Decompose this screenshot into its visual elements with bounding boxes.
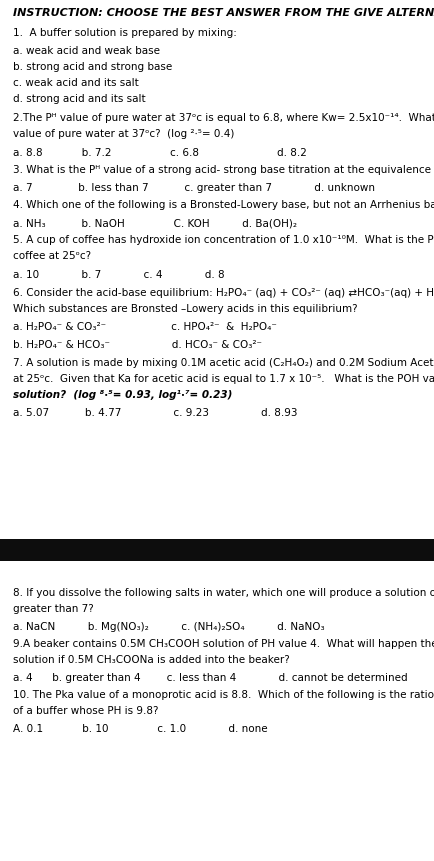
Text: 6. Consider the acid-base equilibrium: H₂PO₄⁻ (aq) + CO₃²⁻ (aq) ⇄HCO₃⁻(aq) + HPO: 6. Consider the acid-base equilibrium: H… xyxy=(13,288,434,298)
Text: at 25ᵒc.  Given that Ka for acetic acid is equal to 1.7 x 10⁻⁵.   What is the PO: at 25ᵒc. Given that Ka for acetic acid i… xyxy=(13,374,434,383)
Text: a. 4      b. greater than 4        c. less than 4             d. cannot be deter: a. 4 b. greater than 4 c. less than 4 d.… xyxy=(13,672,408,682)
Text: 10. The Pka value of a monoprotic acid is 8.8.  Which of the following is the ra: 10. The Pka value of a monoprotic acid i… xyxy=(13,689,434,699)
Text: solution?  (log ⁸⋅⁵= 0.93, log¹⋅⁷= 0.23): solution? (log ⁸⋅⁵= 0.93, log¹⋅⁷= 0.23) xyxy=(13,389,232,400)
Text: 5. A cup of coffee has hydroxide ion concentration of 1.0 x10⁻¹⁰M.  What is the : 5. A cup of coffee has hydroxide ion con… xyxy=(13,235,434,245)
Text: of a buffer whose PH is 9.8?: of a buffer whose PH is 9.8? xyxy=(13,705,158,715)
Text: b. H₂PO₄⁻ & HCO₃⁻                   d. HCO₃⁻ & CO₃²⁻: b. H₂PO₄⁻ & HCO₃⁻ d. HCO₃⁻ & CO₃²⁻ xyxy=(13,339,262,350)
Text: a. 10             b. 7             c. 4             d. 8: a. 10 b. 7 c. 4 d. 8 xyxy=(13,269,225,280)
Text: 1.  A buffer solution is prepared by mixing:: 1. A buffer solution is prepared by mixi… xyxy=(13,28,237,38)
Text: a. 8.8            b. 7.2                  c. 6.8                        d. 8.2: a. 8.8 b. 7.2 c. 6.8 d. 8.2 xyxy=(13,148,307,158)
Text: Which substances are Bronsted –Lowery acids in this equilibrium?: Which substances are Bronsted –Lowery ac… xyxy=(13,304,358,313)
Text: b. strong acid and strong base: b. strong acid and strong base xyxy=(13,62,172,72)
Text: a. 7              b. less than 7           c. greater than 7             d. unkn: a. 7 b. less than 7 c. greater than 7 d.… xyxy=(13,183,375,193)
Text: 9.A beaker contains 0.5M CH₃COOH solution of PH value 4.  What will happen the P: 9.A beaker contains 0.5M CH₃COOH solutio… xyxy=(13,638,434,648)
Text: 7. A solution is made by mixing 0.1M acetic acid (C₂H₄O₂) and 0.2M Sodium Acetat: 7. A solution is made by mixing 0.1M ace… xyxy=(13,357,434,368)
Text: a. 5.07           b. 4.77                c. 9.23                d. 8.93: a. 5.07 b. 4.77 c. 9.23 d. 8.93 xyxy=(13,407,298,418)
Text: c. weak acid and its salt: c. weak acid and its salt xyxy=(13,77,139,88)
Text: 4. Which one of the following is a Bronsted-Lowery base, but not an Arrhenius ba: 4. Which one of the following is a Brons… xyxy=(13,200,434,210)
Text: A. 0.1            b. 10               c. 1.0             d. none: A. 0.1 b. 10 c. 1.0 d. none xyxy=(13,723,268,734)
Text: solution if 0.5M CH₃COONa is added into the beaker?: solution if 0.5M CH₃COONa is added into … xyxy=(13,654,290,664)
Text: 3. What is the Pᴴ value of a strong acid- strong base titration at the equivalen: 3. What is the Pᴴ value of a strong acid… xyxy=(13,164,434,175)
Text: d. strong acid and its salt: d. strong acid and its salt xyxy=(13,94,146,104)
Text: a. weak acid and weak base: a. weak acid and weak base xyxy=(13,46,160,56)
Text: coffee at 25ᵒc?: coffee at 25ᵒc? xyxy=(13,251,91,261)
Text: a. NH₃           b. NaOH               C. KOH          d. Ba(OH)₂: a. NH₃ b. NaOH C. KOH d. Ba(OH)₂ xyxy=(13,218,297,228)
Text: 8. If you dissolve the following salts in water, which one will produce a soluti: 8. If you dissolve the following salts i… xyxy=(13,587,434,598)
Text: a. H₂PO₄⁻ & CO₃²⁻                    c. HPO₄²⁻  &  H₂PO₄⁻: a. H₂PO₄⁻ & CO₃²⁻ c. HPO₄²⁻ & H₂PO₄⁻ xyxy=(13,322,277,331)
Text: INSTRUCTION: CHOOSE THE BEST ANSWER FROM THE GIVE ALTERNATIVES: INSTRUCTION: CHOOSE THE BEST ANSWER FROM… xyxy=(13,8,434,18)
Text: greater than 7?: greater than 7? xyxy=(13,604,94,613)
Text: value of pure water at 37ᵒc?  (log ²⋅⁵= 0.4): value of pure water at 37ᵒc? (log ²⋅⁵= 0… xyxy=(13,129,234,139)
Text: 2.The Pᴴ value of pure water at 37ᵒc is equal to 6.8, where Kw= 2.5x10⁻¹⁴.  What: 2.The Pᴴ value of pure water at 37ᵒc is … xyxy=(13,113,434,123)
Text: a. NaCN          b. Mg(NO₃)₂          c. (NH₄)₂SO₄          d. NaNO₃: a. NaCN b. Mg(NO₃)₂ c. (NH₄)₂SO₄ d. NaNO… xyxy=(13,622,325,631)
Bar xyxy=(0,539,434,561)
